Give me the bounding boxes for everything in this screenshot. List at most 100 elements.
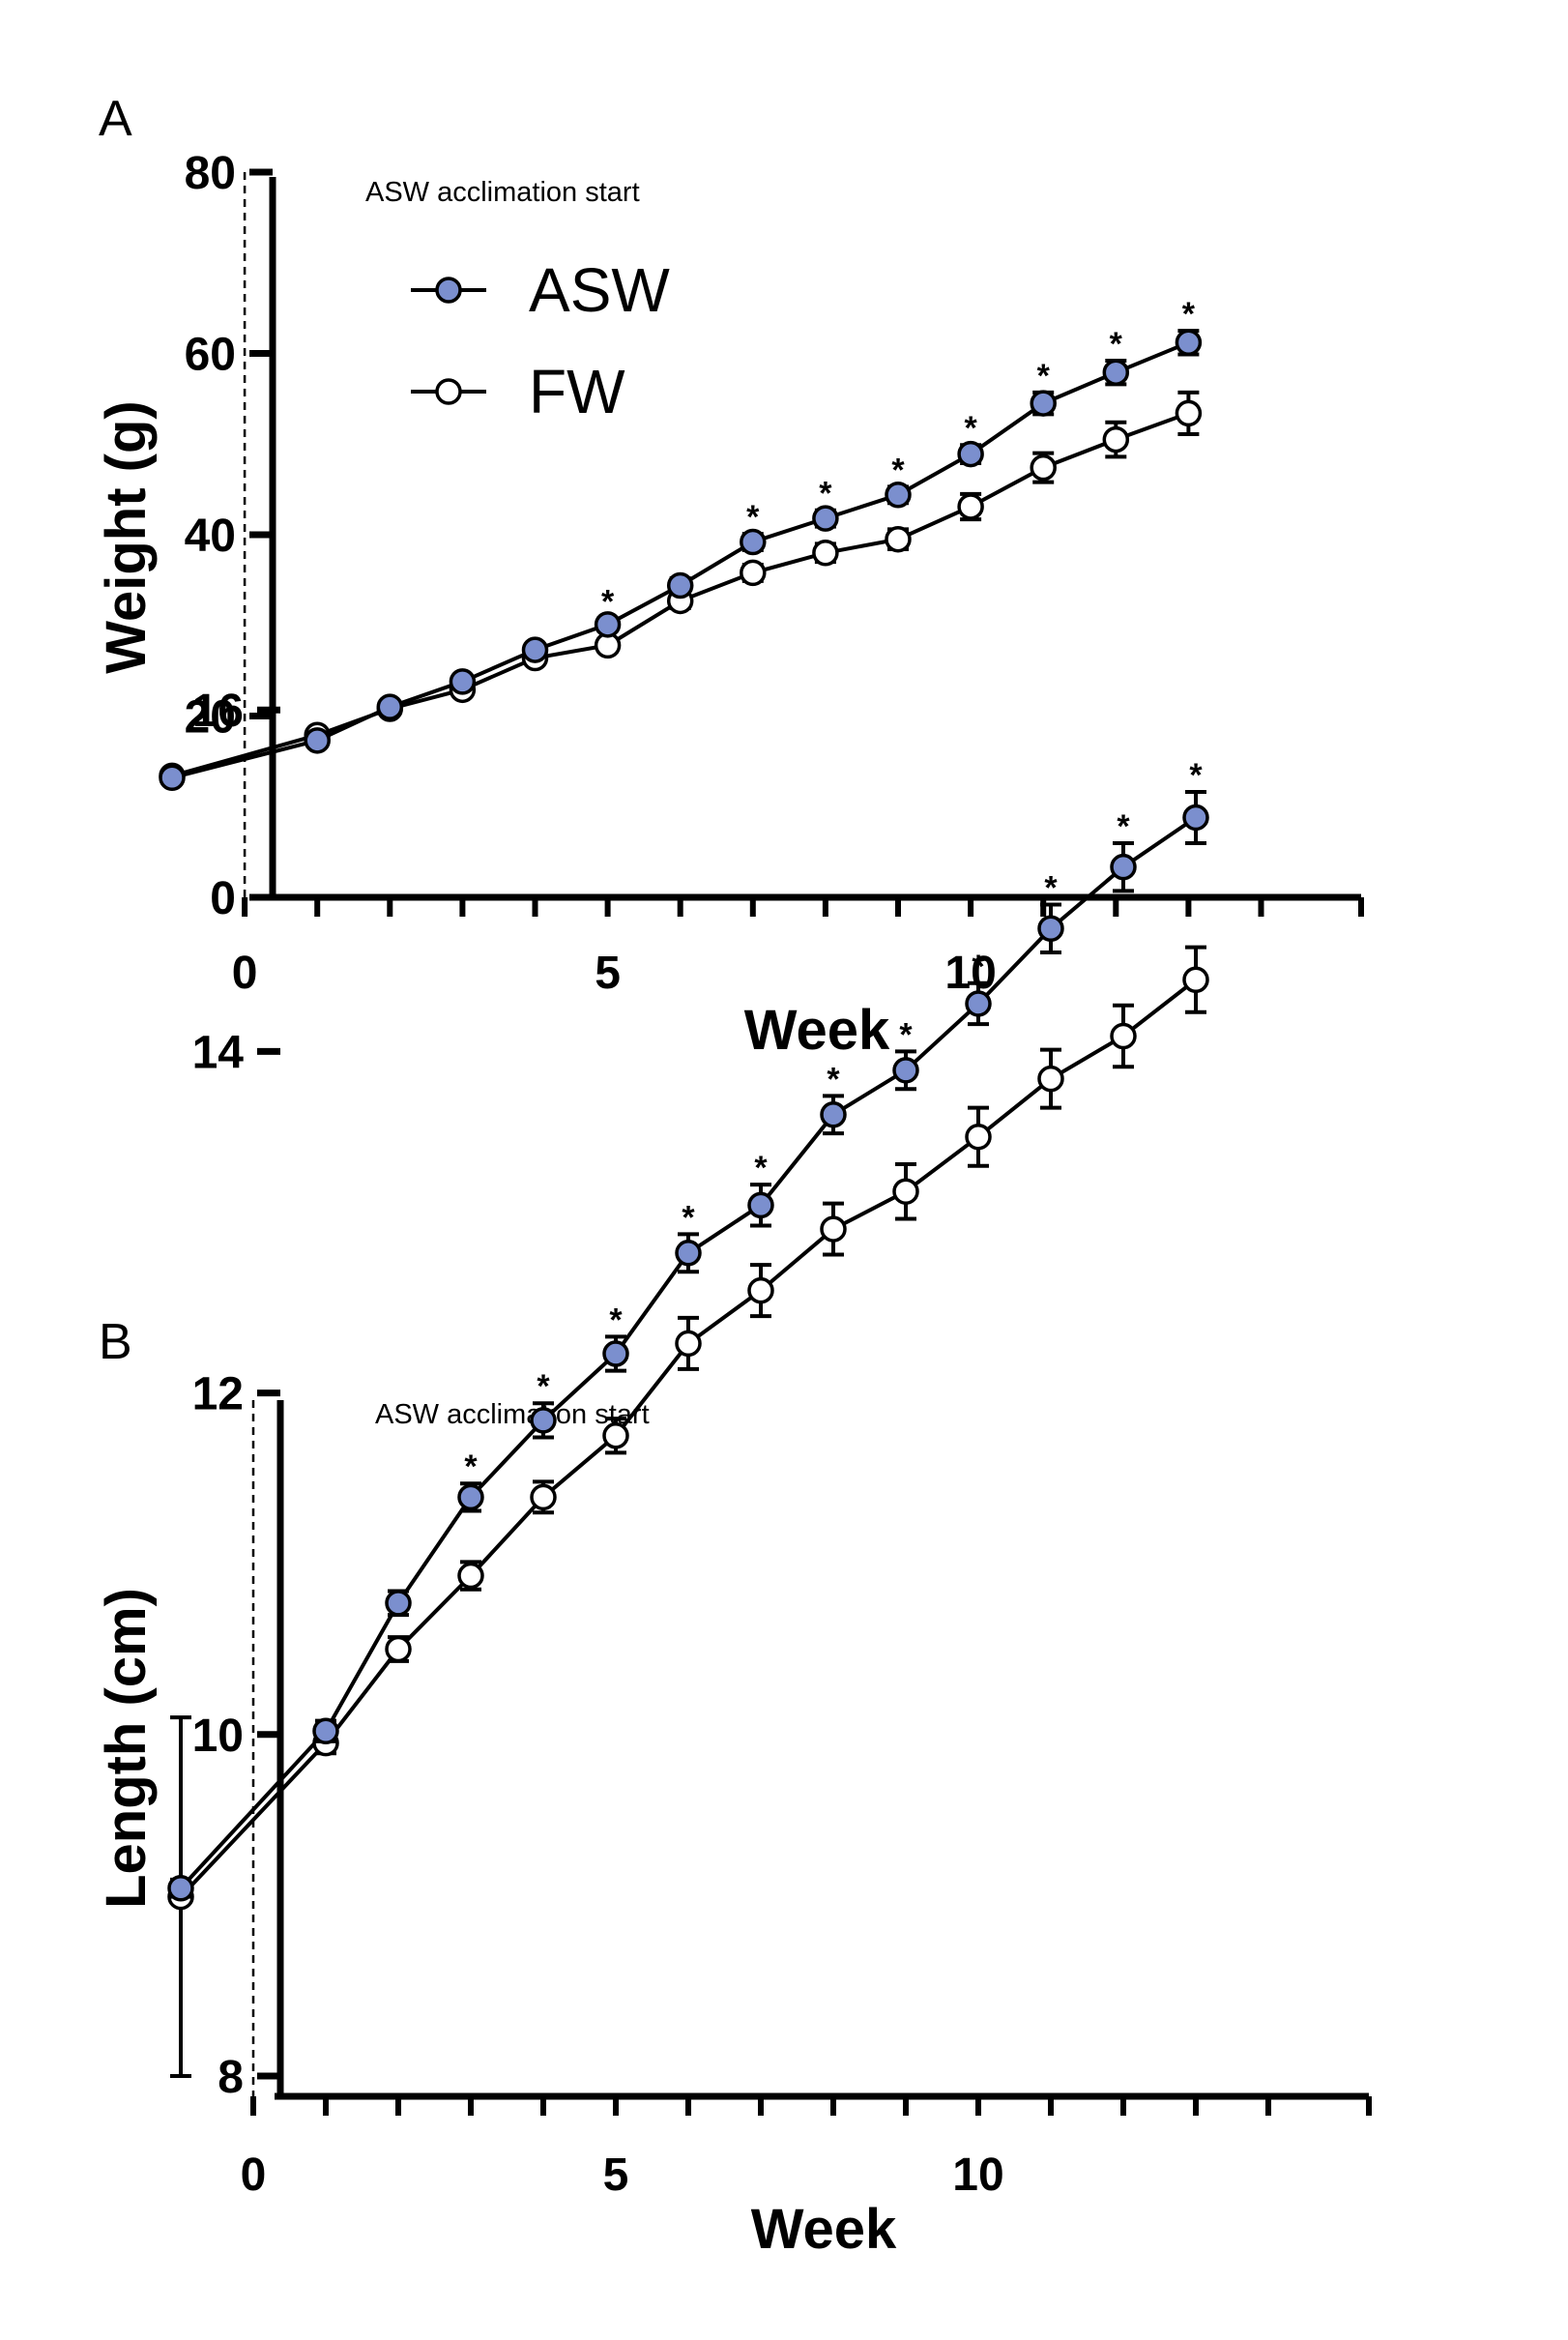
significance-marker: * — [899, 1016, 913, 1053]
y-tick-label: 0 — [210, 873, 236, 924]
data-point-fw — [747, 1276, 774, 1304]
significance-marker: * — [682, 1199, 695, 1236]
data-point-asw — [812, 505, 839, 532]
panel-b-length-chart: B 8 10 12 14 16 0 5 10 Week Length (cm) ASW acclima… — [95, 686, 1372, 2261]
data-point-asw — [385, 1590, 412, 1617]
data-point-asw — [1030, 390, 1057, 417]
legend-marker — [435, 277, 462, 304]
y-tick-label: 10 — [192, 1711, 244, 1762]
x-axis-title: Week — [744, 999, 890, 1062]
data-point-asw — [740, 528, 767, 556]
data-point-asw — [747, 1191, 774, 1219]
data-point-asw — [312, 1717, 339, 1745]
data-point-fw — [385, 1635, 412, 1663]
data-point-fw — [957, 493, 984, 520]
x-tick-label: 0 — [241, 2150, 267, 2201]
y-axis-title: Length (cm) — [95, 1588, 158, 1909]
data-point-asw — [666, 571, 694, 600]
data-point-fw — [1110, 1022, 1137, 1050]
data-point-asw — [530, 1407, 557, 1434]
significance-marker: * — [1044, 870, 1058, 907]
y-tick-label: 8 — [218, 2052, 244, 2103]
data-point-asw — [159, 764, 186, 791]
significance-marker: * — [609, 1302, 623, 1338]
data-point-asw — [675, 1240, 702, 1267]
significance-marker: * — [464, 1448, 478, 1485]
panel-a-weight-chart: A 0 20 40 60 80 0 5 10 Week Weight (g) ASW acclimat… — [95, 91, 1364, 1062]
data-point-fw — [812, 540, 839, 567]
y-tick-label: 60 — [185, 330, 236, 381]
significance-marker: * — [1117, 808, 1130, 845]
data-point-fw — [1175, 399, 1203, 427]
significance-marker: * — [1182, 296, 1196, 333]
y-tick-label: 16 — [192, 686, 244, 737]
data-point-asw — [521, 636, 549, 663]
significance-marker: * — [1037, 358, 1051, 395]
legend-label: ASW — [529, 255, 670, 325]
data-point-fw — [675, 1330, 702, 1358]
significance-marker: * — [819, 476, 832, 512]
panel-label: A — [99, 91, 132, 147]
data-point-asw — [957, 440, 984, 468]
y-tick-label: 80 — [185, 148, 236, 199]
data-point-asw — [304, 727, 331, 754]
legend-marker — [435, 378, 462, 405]
y-axis-title: Weight (g) — [95, 400, 158, 673]
significance-marker: * — [827, 1061, 840, 1097]
data-point-fw — [885, 525, 912, 553]
x-tick-label: 10 — [952, 2150, 1003, 2201]
data-point-asw — [594, 611, 622, 638]
data-point-asw — [885, 482, 912, 509]
data-point-fw — [457, 1562, 484, 1590]
data-point-fw — [820, 1215, 847, 1243]
panel-label: B — [99, 1314, 132, 1370]
y-tick-label: 40 — [185, 511, 236, 562]
annotation-label: ASW acclimation start — [365, 177, 640, 208]
data-point-asw — [1110, 853, 1137, 881]
legend-label: FW — [529, 357, 625, 426]
significance-marker: * — [537, 1368, 550, 1405]
y-tick-label: 14 — [192, 1027, 245, 1078]
data-point-asw — [1037, 915, 1064, 942]
significance-marker: * — [746, 499, 760, 536]
x-axis-title: Week — [751, 2198, 897, 2261]
y-tick-label: 12 — [192, 1369, 244, 1420]
data-point-asw — [1182, 804, 1209, 832]
significance-marker: * — [754, 1150, 768, 1186]
significance-marker: * — [972, 949, 985, 985]
legend-entry-fw: FW — [411, 357, 625, 426]
series-line-asw — [179, 815, 1198, 1890]
data-point-fw — [892, 1178, 919, 1205]
data-point-fw — [530, 1483, 557, 1511]
data-point-fw — [1182, 966, 1209, 993]
data-point-fw — [740, 559, 767, 587]
x-tick-label: 5 — [603, 2150, 629, 2201]
data-point-asw — [457, 1483, 484, 1511]
data-point-asw — [820, 1100, 847, 1128]
x-tick-label: 0 — [232, 948, 258, 999]
data-point-asw — [376, 693, 404, 720]
data-point-asw — [602, 1340, 629, 1367]
data-point-fw — [965, 1123, 992, 1151]
significance-marker: * — [891, 452, 905, 488]
data-point-fw — [602, 1422, 629, 1449]
significance-marker: * — [601, 583, 615, 620]
data-point-asw — [1175, 329, 1203, 356]
y-tick-label: 20 — [185, 692, 236, 744]
significance-marker: * — [1110, 326, 1123, 363]
x-tick-label: 10 — [944, 948, 996, 999]
significance-marker: * — [964, 410, 977, 447]
annotation-label: ASW acclimation start — [375, 1399, 650, 1430]
legend-entry-asw: ASW — [411, 255, 670, 325]
data-point-fw — [1030, 453, 1057, 482]
x-tick-label: 5 — [595, 948, 621, 999]
significance-marker: * — [1189, 757, 1203, 794]
data-point-asw — [167, 1874, 194, 1902]
series-line-fw — [179, 978, 1198, 1898]
data-point-fw — [1102, 425, 1130, 453]
data-point-asw — [965, 990, 992, 1017]
data-point-asw — [449, 668, 477, 695]
data-point-asw — [892, 1057, 919, 1084]
data-point-fw — [1037, 1065, 1064, 1093]
